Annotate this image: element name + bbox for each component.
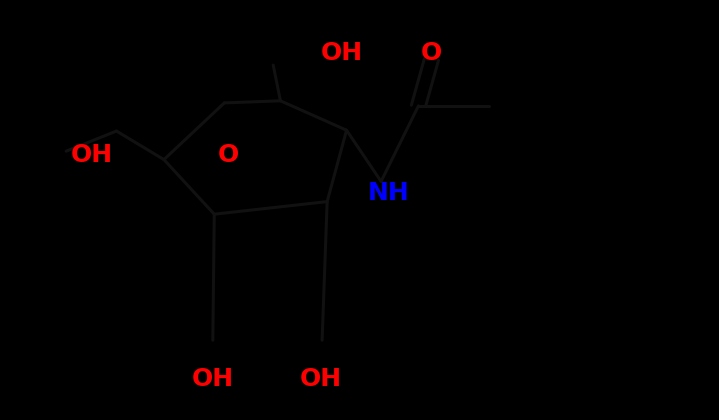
- Text: O: O: [421, 40, 442, 65]
- Text: O: O: [218, 143, 239, 168]
- Text: OH: OH: [321, 40, 362, 65]
- Text: OH: OH: [71, 143, 113, 168]
- Text: NH: NH: [367, 181, 409, 205]
- Text: OH: OH: [192, 367, 234, 391]
- Text: OH: OH: [300, 367, 342, 391]
